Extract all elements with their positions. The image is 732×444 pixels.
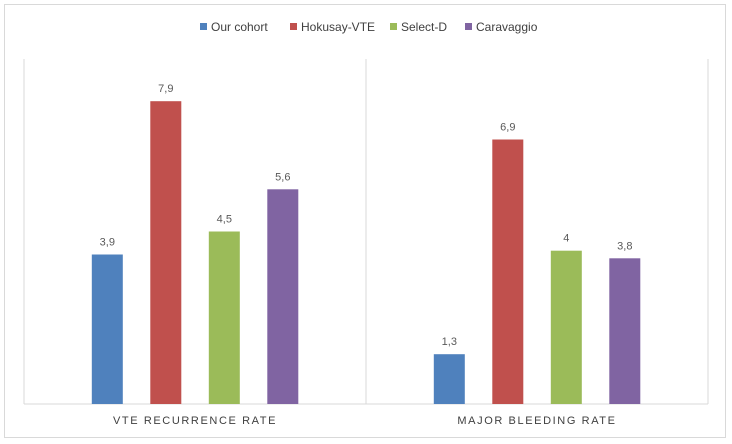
value-label-hokusay-vte-major-bleeding: 6,9 [500, 122, 515, 134]
value-label-our-cohort-vte-recurrence: 3,9 [100, 237, 115, 249]
value-label-select-d-vte-recurrence: 4,5 [217, 214, 232, 226]
value-label-our-cohort-major-bleeding: 1,3 [442, 336, 457, 348]
bar-hokusay-vte-major-bleeding [492, 140, 523, 405]
bar-caravaggio-major-bleeding [609, 258, 640, 404]
legend-label-caravaggio: Caravaggio [476, 20, 538, 34]
bar-select-d-major-bleeding [551, 251, 582, 404]
bar-hokusay-vte-vte-recurrence [150, 101, 181, 404]
value-label-caravaggio-vte-recurrence: 5,6 [275, 171, 290, 183]
bar-our-cohort-vte-recurrence [92, 255, 123, 405]
bar-chart: Our cohort Hokusay-VTE Select-D Caravagg… [0, 0, 732, 444]
category-label-vte-recurrence: VTE RECURRENCE RATE [113, 415, 277, 427]
legend: Our cohort Hokusay-VTE Select-D Caravagg… [200, 20, 538, 34]
bar-select-d-vte-recurrence [209, 232, 240, 405]
legend-swatch-caravaggio [465, 23, 472, 30]
value-label-select-d-major-bleeding: 4 [563, 233, 569, 245]
value-label-caravaggio-major-bleeding: 3,8 [617, 240, 632, 252]
legend-swatch-our-cohort [200, 23, 207, 30]
legend-label-hokusay-vte: Hokusay-VTE [301, 20, 375, 34]
bar-caravaggio-vte-recurrence [267, 189, 298, 404]
legend-label-select-d: Select-D [401, 20, 447, 34]
category-label-major-bleeding: MAJOR BLEEDING RATE [457, 415, 616, 427]
value-label-hokusay-vte-vte-recurrence: 7,9 [158, 83, 173, 95]
legend-label-our-cohort: Our cohort [211, 20, 268, 34]
bar-our-cohort-major-bleeding [434, 354, 465, 404]
legend-swatch-hokusay-vte [290, 23, 297, 30]
legend-swatch-select-d [390, 23, 397, 30]
